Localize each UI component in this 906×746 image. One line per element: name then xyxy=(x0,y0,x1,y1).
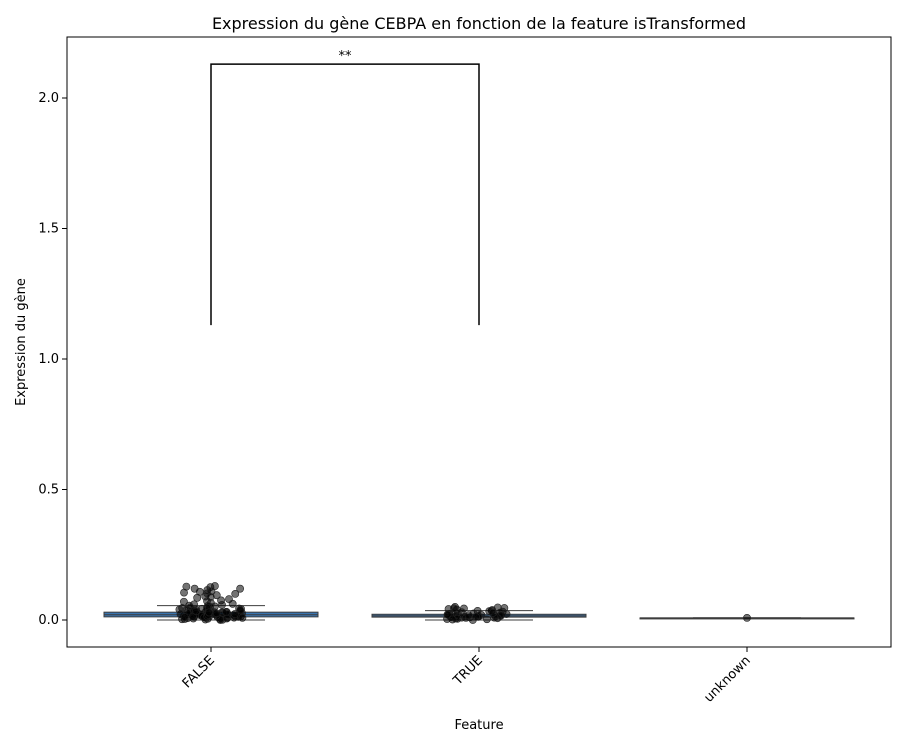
data-point xyxy=(205,608,213,617)
x-tick-label: TRUE xyxy=(450,653,486,689)
y-tick-label: 1.0 xyxy=(38,352,59,367)
data-point xyxy=(443,610,452,619)
x-axis-ticks: FALSE TRUE unknown xyxy=(180,647,754,706)
data-point xyxy=(195,587,204,596)
y-axis-ticks: 0.0 0.5 1.0 1.5 2.0 xyxy=(38,91,67,628)
data-point xyxy=(448,615,457,624)
data-point xyxy=(464,611,473,620)
data-point xyxy=(488,609,497,617)
y-axis-label: Expression du gène xyxy=(14,278,29,406)
data-point xyxy=(228,599,237,608)
y-tick-label: 1.5 xyxy=(38,222,59,237)
data-point xyxy=(180,613,189,622)
y-tick-label: 0.5 xyxy=(38,483,59,498)
data-point xyxy=(222,608,231,616)
chart-title: Expression du gène CEBPA en fonction de … xyxy=(212,14,746,33)
data-point xyxy=(471,612,480,621)
data-point xyxy=(180,588,188,597)
data-point xyxy=(198,604,206,613)
y-tick-label: 2.0 xyxy=(38,91,59,106)
annotations-layer: ** xyxy=(210,49,480,326)
data-point xyxy=(230,610,239,618)
data-point xyxy=(231,590,240,598)
points-layer xyxy=(175,582,751,624)
y-tick-label: 0.0 xyxy=(38,613,59,628)
data-point xyxy=(236,606,245,615)
data-point xyxy=(238,614,247,622)
data-point xyxy=(212,609,221,618)
x-tick-label: FALSE xyxy=(180,653,218,691)
significance-label: ** xyxy=(339,49,353,64)
significance-bracket xyxy=(210,63,480,326)
plot-area: ** 0.0 0.5 1.0 1.5 2.0 FALSE TRUE unknown xyxy=(38,36,892,706)
x-tick-label: unknown xyxy=(701,653,753,705)
data-point xyxy=(502,610,511,618)
data-point xyxy=(743,614,751,622)
data-point xyxy=(450,604,458,613)
x-axis-label: Feature xyxy=(454,718,503,733)
data-point xyxy=(175,605,184,614)
data-point xyxy=(218,600,226,609)
data-point xyxy=(483,615,491,624)
data-point xyxy=(236,584,245,593)
